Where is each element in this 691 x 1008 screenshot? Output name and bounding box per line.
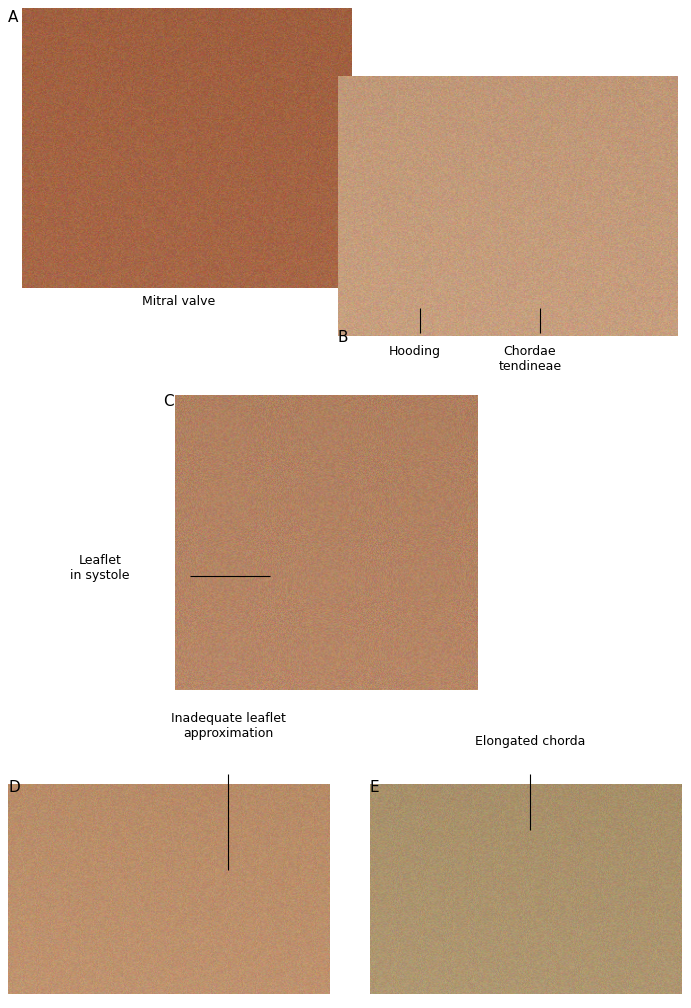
Text: Leaflet
in systole: Leaflet in systole [70, 554, 130, 582]
Text: Elongated chorda: Elongated chorda [475, 735, 585, 748]
Text: D: D [8, 780, 20, 795]
Text: A: A [8, 10, 19, 25]
Text: C: C [163, 394, 173, 409]
Text: B: B [338, 330, 348, 345]
Text: Chordae
tendineae: Chordae tendineae [498, 345, 562, 373]
Text: Inadequate leaflet
approximation: Inadequate leaflet approximation [171, 712, 285, 740]
Text: Hooding: Hooding [389, 345, 441, 358]
Text: Mitral valve: Mitral valve [142, 295, 216, 308]
Text: E: E [370, 780, 379, 795]
